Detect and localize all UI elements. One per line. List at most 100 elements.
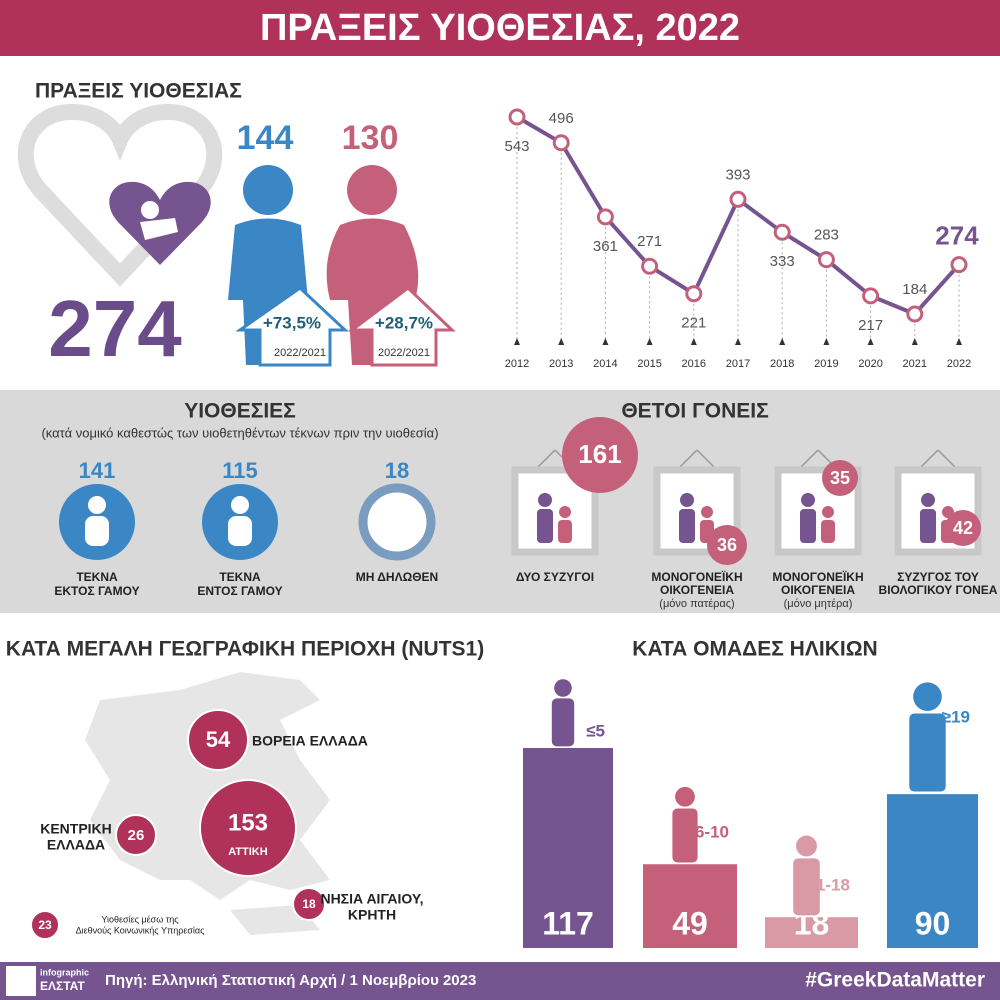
category-label: ≤5 bbox=[586, 721, 605, 740]
data-label: 393 bbox=[725, 166, 750, 183]
line-chart: 2012 2013 2014 2015 2016 2017 2018 2019 2020 2021… bbox=[504, 108, 979, 370]
section-title: ΘΕΤΟΙ ΓΟΝΕΙΣ bbox=[621, 400, 768, 423]
point bbox=[862, 287, 880, 305]
point bbox=[641, 257, 659, 275]
person-icon bbox=[554, 679, 572, 697]
region-badge bbox=[115, 814, 157, 856]
person-icon bbox=[796, 835, 817, 857]
figure-icon bbox=[680, 493, 694, 507]
parent-value: 35 bbox=[830, 468, 850, 488]
figure-icon bbox=[88, 496, 106, 514]
men-change: +73,5% bbox=[263, 313, 321, 332]
region-badge bbox=[292, 887, 326, 921]
figure-icon bbox=[679, 509, 695, 543]
baby-icon bbox=[141, 201, 159, 219]
person-icon bbox=[793, 858, 820, 916]
up-arrow bbox=[235, 286, 349, 367]
x-tick-label: 2019 bbox=[814, 358, 838, 370]
region-value: 153 bbox=[228, 809, 268, 836]
x-tick-label: 2018 bbox=[770, 358, 794, 370]
person-icon bbox=[909, 713, 946, 792]
point bbox=[596, 208, 614, 226]
point bbox=[685, 285, 703, 303]
point bbox=[729, 190, 747, 208]
x-tick-label: 2022 bbox=[947, 358, 971, 370]
region-label: ΕΛΛΑΔΑ bbox=[47, 837, 105, 853]
parent-label: ΣΥΖΥΓΟΣ ΤΟΥ bbox=[897, 570, 979, 584]
data-label: 184 bbox=[902, 281, 927, 298]
x-tick bbox=[911, 338, 918, 345]
x-tick-label: 2012 bbox=[505, 358, 529, 370]
x-tick-label: 2013 bbox=[549, 358, 573, 370]
bar bbox=[523, 748, 613, 948]
region-label: ΚΕΝΤΡΙΚΗ bbox=[40, 821, 112, 837]
status-icon bbox=[358, 483, 436, 561]
figure-icon bbox=[801, 493, 815, 507]
point bbox=[950, 256, 968, 274]
x-tick bbox=[690, 338, 697, 345]
data-label: 496 bbox=[549, 110, 574, 127]
person-icon bbox=[672, 808, 698, 863]
x-tick-label: 2016 bbox=[682, 358, 706, 370]
person-icon bbox=[675, 786, 695, 807]
x-tick bbox=[514, 338, 520, 345]
heart-outline bbox=[17, 104, 223, 287]
count-badge bbox=[562, 417, 638, 493]
status-value: 18 bbox=[385, 458, 409, 483]
logo-icon bbox=[6, 966, 36, 996]
label: ΤΕΚΝΑ bbox=[219, 570, 261, 584]
region-value: 26 bbox=[128, 827, 145, 844]
x-tick bbox=[646, 338, 653, 345]
parent-label: ΔΥΟ ΣΥΖΥΓΟΙ bbox=[516, 570, 594, 584]
status-value: 115 bbox=[222, 458, 258, 483]
figure-icon bbox=[822, 506, 834, 518]
label: ΜΗ ΔΗΛΩΘΕΝ bbox=[356, 570, 438, 584]
parent-label: ΒΙΟΛΟΓΙΚΟΥ ΓΟΝΕΑ bbox=[879, 583, 998, 597]
parent-value: 161 bbox=[578, 439, 621, 469]
figure-icon bbox=[558, 520, 572, 543]
man-icon bbox=[243, 165, 293, 215]
parent-label: (μόνο μητέρα) bbox=[784, 598, 853, 610]
label: ΕΚΤΟΣ ΓΑΜΟΥ bbox=[54, 584, 139, 598]
data-label: 283 bbox=[814, 227, 839, 244]
x-tick bbox=[779, 338, 786, 345]
x-tick-label: 2021 bbox=[903, 358, 927, 370]
source: Πηγή: Ελληνική Στατιστική Αρχή / 1 Νοεμβ… bbox=[105, 972, 476, 989]
x-tick-label: 2015 bbox=[637, 358, 661, 370]
x-tick bbox=[867, 338, 874, 345]
count-badge bbox=[707, 525, 747, 565]
region-label: Διεθνούς Κοινωνικής Υπηρεσίας bbox=[76, 925, 206, 935]
x-tick bbox=[956, 338, 962, 345]
section-title: ΠΡΑΞΕΙΣ ΥΙΟΘΕΣΙΑΣ bbox=[35, 80, 242, 103]
region-value: 23 bbox=[38, 918, 52, 932]
count-badge bbox=[945, 510, 981, 546]
section-subtitle: (κατά νομικό καθεστώς των υιοθετηθέντων … bbox=[41, 425, 438, 440]
bar-value: 49 bbox=[672, 905, 708, 941]
point bbox=[817, 251, 835, 269]
region-badge bbox=[187, 709, 249, 771]
figure-icon bbox=[559, 506, 571, 518]
section-title: ΥΙΟΘΕΣΙΕΣ bbox=[184, 400, 296, 423]
parent-label: (μόνο πατέρας) bbox=[659, 598, 734, 610]
parent-value: 42 bbox=[953, 518, 973, 538]
figure-icon bbox=[228, 516, 252, 546]
men-value: 144 bbox=[237, 119, 294, 157]
logo-text: ΕΛΣΤΑΤ bbox=[40, 979, 85, 993]
bar bbox=[887, 794, 978, 948]
person-icon bbox=[913, 682, 942, 711]
x-tick-label: 2020 bbox=[858, 358, 882, 370]
hashtag: #GreekDataMatter bbox=[805, 969, 985, 992]
status-value: 141 bbox=[79, 458, 116, 483]
bar bbox=[765, 917, 858, 948]
bar bbox=[643, 864, 737, 948]
point bbox=[508, 108, 526, 126]
point bbox=[906, 305, 924, 323]
frame bbox=[653, 466, 741, 556]
category-label: 6-10 bbox=[695, 823, 729, 842]
region-badge bbox=[199, 779, 297, 877]
label: ΤΕΚΝΑ bbox=[76, 570, 118, 584]
figure-icon bbox=[800, 509, 816, 543]
figure-icon bbox=[821, 520, 835, 543]
